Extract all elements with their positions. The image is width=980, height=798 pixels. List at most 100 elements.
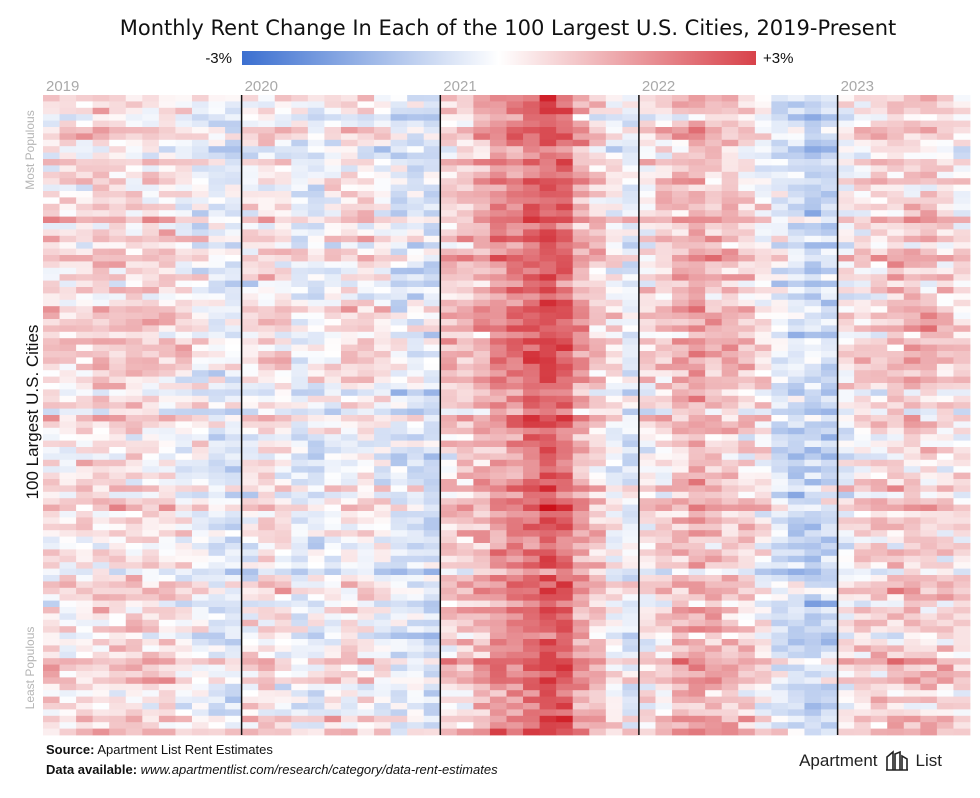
heatmap-cell — [705, 210, 723, 217]
heatmap-cell — [672, 159, 689, 166]
heatmap-cell — [43, 440, 60, 448]
heatmap-cell — [903, 645, 921, 653]
heatmap-cell — [307, 575, 325, 582]
heatmap-cell — [754, 415, 772, 422]
heatmap-cell — [854, 581, 872, 589]
heatmap-cell — [655, 255, 673, 262]
heatmap-cell — [175, 562, 193, 569]
heatmap-cell — [672, 370, 689, 377]
heatmap-cell — [440, 287, 458, 294]
heatmap-cell — [572, 319, 590, 326]
heatmap-cell — [936, 229, 954, 237]
heatmap-cell — [142, 338, 160, 345]
heatmap-cell — [59, 370, 77, 377]
heatmap-cell — [225, 568, 243, 576]
heatmap-cell — [258, 133, 276, 141]
heatmap-cell — [887, 651, 905, 659]
heatmap-cell — [672, 325, 689, 333]
heatmap-cell — [489, 607, 507, 614]
heatmap-cell — [771, 363, 789, 371]
heatmap-cell — [208, 485, 226, 493]
heatmap-cell — [705, 114, 723, 121]
heatmap-cell — [920, 357, 938, 365]
heatmap-cell — [688, 536, 706, 544]
heatmap-cell — [920, 197, 938, 205]
heatmap-cell — [191, 587, 209, 595]
heatmap-cell — [76, 459, 94, 467]
heatmap-cell — [903, 376, 921, 384]
heatmap-cell — [655, 485, 673, 493]
heatmap-cell — [556, 498, 574, 505]
heatmap-cell — [324, 178, 342, 185]
heatmap-cell — [887, 287, 905, 294]
heatmap-cell — [754, 338, 772, 345]
heatmap-cell — [870, 344, 888, 352]
heatmap-cell — [754, 402, 772, 409]
heatmap-cell — [605, 517, 623, 525]
heatmap-cell — [208, 338, 226, 345]
heatmap-cell — [225, 267, 243, 275]
heatmap-cell — [125, 440, 143, 448]
heatmap-cell — [754, 626, 772, 633]
heatmap-cell — [340, 299, 358, 307]
heatmap-cell — [440, 523, 458, 531]
heatmap-cell — [307, 658, 325, 665]
heatmap-cell — [953, 370, 971, 377]
heatmap-cell — [705, 421, 723, 429]
heatmap-cell — [953, 120, 971, 128]
heatmap-cell — [821, 267, 838, 275]
heatmap-cell — [59, 184, 77, 192]
heatmap-cell — [473, 146, 491, 153]
heatmap-cell — [870, 562, 888, 569]
heatmap-cell — [407, 139, 425, 147]
heatmap-cell — [158, 287, 176, 294]
heatmap-cell — [92, 325, 110, 333]
heatmap-cell — [92, 587, 110, 595]
heatmap-cell — [241, 114, 259, 121]
heatmap-cell — [175, 171, 193, 179]
heatmap-cell — [489, 101, 507, 109]
heatmap-cell — [936, 107, 954, 115]
heatmap-cell — [456, 421, 474, 429]
heatmap-cell — [456, 191, 474, 198]
heatmap-cell — [125, 658, 143, 665]
heatmap-cell — [357, 159, 375, 166]
heatmap-cell — [672, 319, 689, 326]
heatmap-cell — [821, 517, 838, 525]
heatmap-cell — [109, 344, 127, 352]
heatmap-cell — [589, 229, 607, 237]
heatmap-cell — [903, 287, 921, 294]
heatmap-cell — [340, 581, 358, 589]
heatmap-cell — [175, 504, 193, 512]
heatmap-cell — [125, 619, 143, 627]
heatmap-cell — [556, 319, 574, 326]
heatmap-cell — [622, 447, 640, 454]
heatmap-cell — [589, 146, 607, 153]
heatmap-cell — [59, 210, 77, 217]
heatmap-cell — [523, 203, 540, 211]
heatmap-cell — [721, 146, 739, 153]
heatmap-cell — [920, 223, 938, 230]
heatmap-cell — [76, 639, 94, 646]
heatmap-cell — [837, 568, 855, 576]
heatmap-cell — [374, 331, 392, 339]
heatmap-cell — [688, 101, 706, 109]
heatmap-cell — [672, 427, 689, 435]
heatmap-cell — [738, 395, 756, 403]
heatmap-cell — [953, 447, 971, 454]
heatmap-cell — [622, 530, 640, 537]
heatmap-cell — [92, 114, 110, 121]
heatmap-cell — [920, 594, 938, 601]
heatmap-cell — [258, 267, 276, 275]
heatmap-cell — [142, 472, 160, 480]
heatmap-cell — [506, 466, 524, 473]
heatmap-cell — [837, 95, 855, 102]
heatmap-cell — [870, 587, 888, 595]
heatmap-cell — [920, 472, 938, 480]
heatmap-cell — [208, 312, 226, 320]
heatmap-cell — [291, 152, 309, 160]
heatmap-cell — [340, 95, 358, 102]
heatmap-cell — [754, 216, 772, 224]
heatmap-cell — [125, 120, 143, 128]
heatmap-cell — [274, 651, 292, 659]
